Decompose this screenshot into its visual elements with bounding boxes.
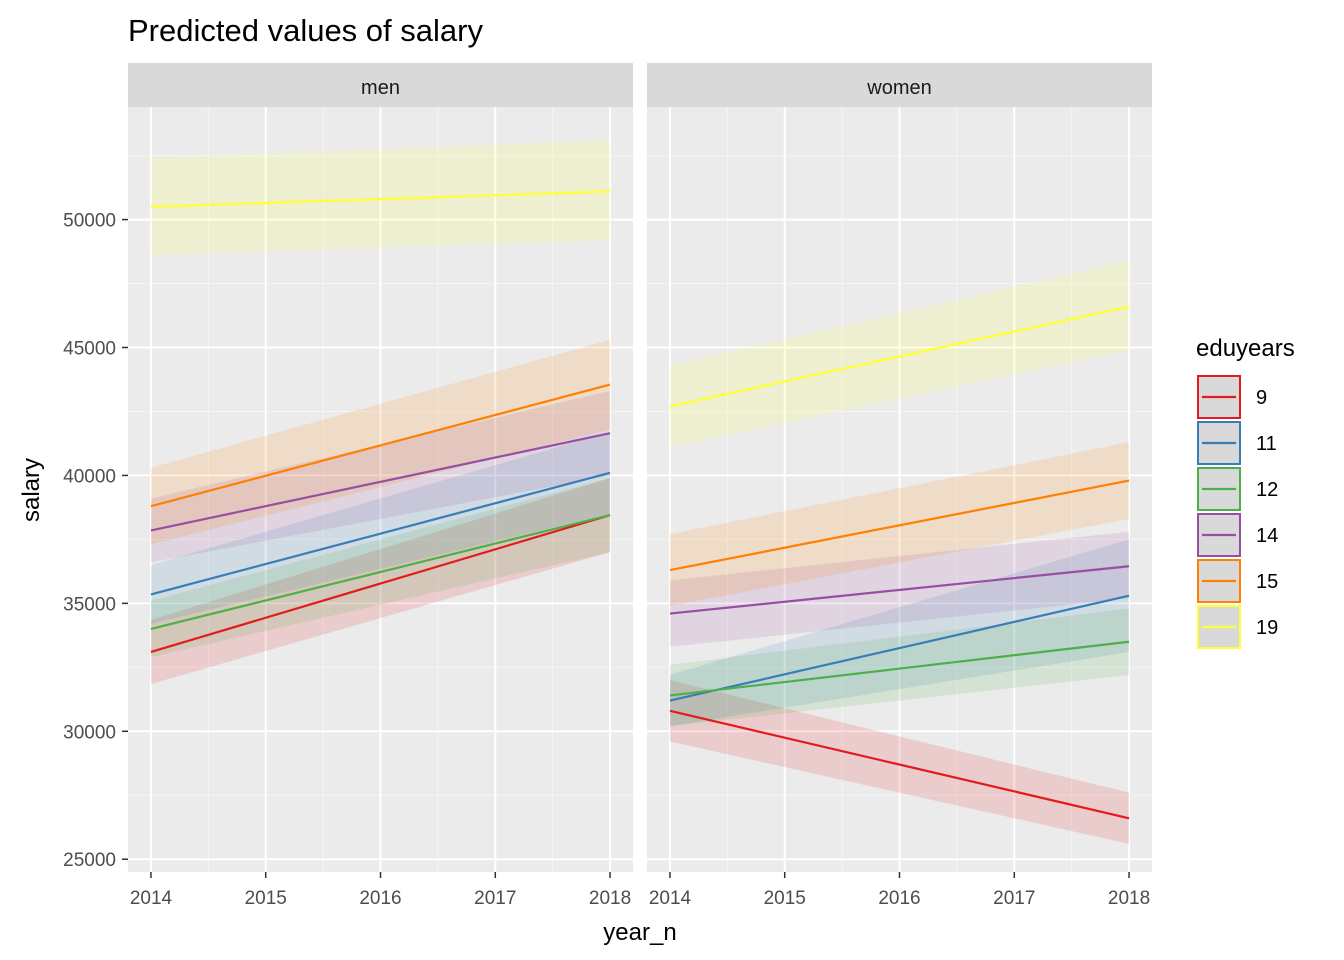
y-axis-title: salary <box>18 458 45 522</box>
strip-label-men: men <box>361 77 400 99</box>
ribbon-men-11 <box>150 431 611 624</box>
grid-men <box>128 107 633 872</box>
y-tick-label: 30000 <box>63 722 116 743</box>
x-tick-label: 2016 <box>359 888 401 909</box>
line-men-12 <box>150 514 611 631</box>
y-tick-label: 50000 <box>63 211 116 232</box>
line-women-9 <box>669 709 1130 820</box>
strip-women <box>647 63 1152 107</box>
legend-label-11: 11 <box>1256 433 1277 455</box>
y-tick-label: 40000 <box>63 466 116 487</box>
x-ticks-men: 2014 2015 2016 2017 2018 <box>130 872 631 909</box>
y-tick-label: 45000 <box>63 339 116 360</box>
chart-title: Predicted values of salary <box>128 13 483 48</box>
ribbon-men-12 <box>150 477 611 658</box>
legend-title: eduyears <box>1196 335 1295 362</box>
line-men-9 <box>150 514 611 654</box>
legend-label-14: 14 <box>1256 525 1278 547</box>
strip-label-women: women <box>866 77 931 99</box>
legend: eduyears 9 11 12 14 15 19 <box>1196 335 1295 649</box>
x-tick-label: 2015 <box>764 888 806 909</box>
lines-men <box>150 190 611 654</box>
ribbon-women-11 <box>669 539 1130 727</box>
ribbon-women-12 <box>669 608 1130 727</box>
panel-men: men 2014 2015 2016 2017 2018 <box>128 63 633 909</box>
legend-label-9: 9 <box>1256 387 1267 409</box>
line-men-14 <box>150 432 611 532</box>
x-tick-label: 2016 <box>878 888 920 909</box>
ribbon-women-19 <box>669 260 1130 448</box>
x-tick-label: 2014 <box>649 888 692 909</box>
y-tick-label: 25000 <box>63 850 116 871</box>
line-men-11 <box>150 471 611 596</box>
ribbons-women <box>669 260 1130 844</box>
y-axis: 25000 30000 35000 40000 45000 50000 <box>63 211 128 871</box>
line-men-19 <box>150 190 611 208</box>
ribbon-women-9 <box>669 680 1130 844</box>
grid-women <box>647 107 1152 872</box>
ribbon-men-19 <box>150 140 611 256</box>
line-men-15 <box>150 383 611 508</box>
ribbons-men <box>150 140 611 684</box>
ribbon-men-9 <box>150 477 611 684</box>
y-tick-label: 35000 <box>63 594 116 615</box>
panel-women: women 2014 2015 2016 2017 2018 <box>647 63 1152 909</box>
line-women-11 <box>669 594 1130 702</box>
x-tick-label: 2017 <box>474 888 516 909</box>
ribbon-women-15 <box>669 442 1130 606</box>
x-axis-title: year_n <box>603 919 676 946</box>
x-tick-label: 2014 <box>130 888 173 909</box>
line-women-14 <box>669 565 1130 615</box>
line-women-19 <box>669 305 1130 408</box>
x-tick-label: 2015 <box>245 888 287 909</box>
x-tick-label: 2018 <box>1108 888 1150 909</box>
legend-label-12: 12 <box>1256 479 1278 501</box>
legend-label-15: 15 <box>1256 571 1278 593</box>
strip-men <box>128 63 633 107</box>
ribbon-men-14 <box>150 390 611 563</box>
x-tick-label: 2017 <box>993 888 1035 909</box>
line-women-12 <box>669 640 1130 697</box>
lines-women <box>669 305 1130 820</box>
x-tick-label: 2018 <box>589 888 631 909</box>
line-women-15 <box>669 479 1130 572</box>
ribbon-men-15 <box>150 339 611 545</box>
legend-label-19: 19 <box>1256 617 1278 639</box>
x-ticks-women: 2014 2015 2016 2017 2018 <box>649 872 1150 909</box>
